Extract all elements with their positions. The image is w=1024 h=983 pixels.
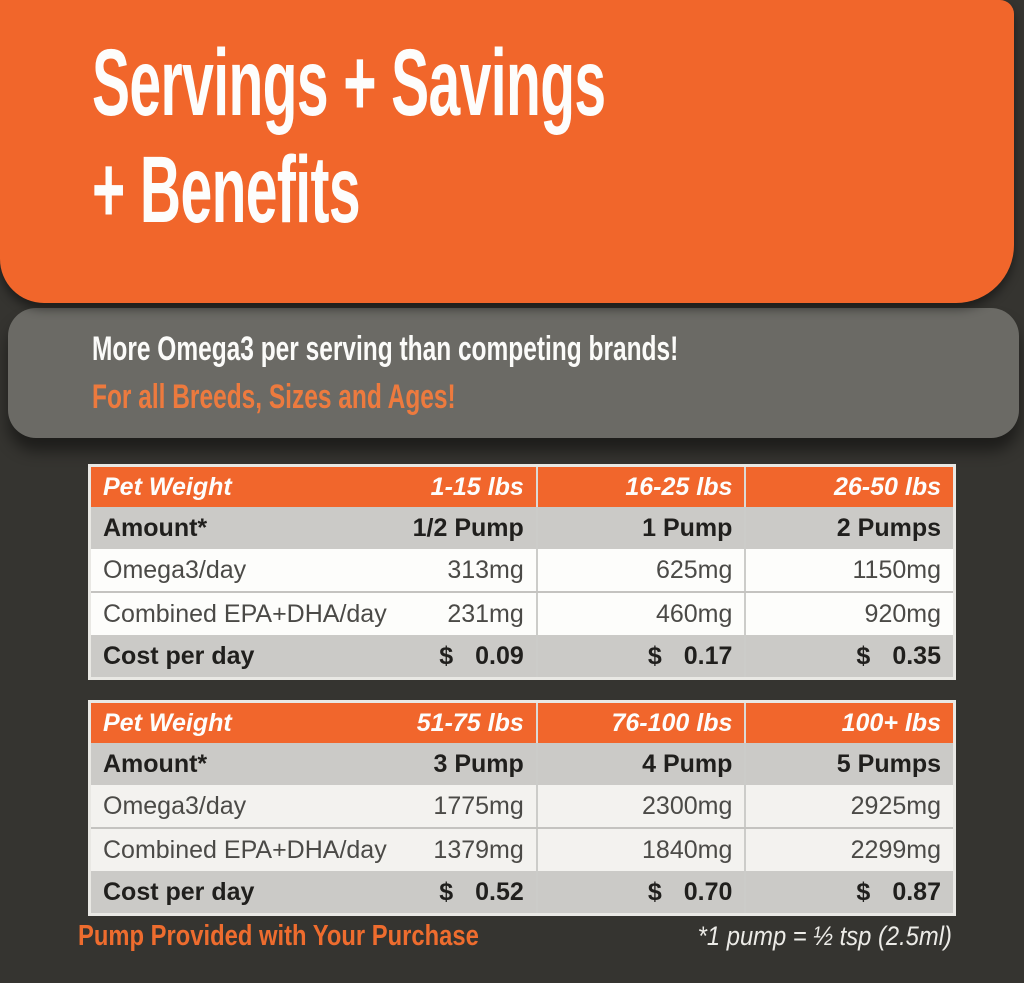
cell-value: $0.87	[744, 871, 953, 913]
cell-group: Combined EPA+DHA/day 231mg	[91, 593, 536, 635]
claim-omega3: More Omega3 per serving than competing b…	[92, 330, 679, 368]
header-col-3: 26-50 lbs	[744, 467, 953, 507]
row-label: Combined EPA+DHA/day	[103, 835, 387, 864]
currency-symbol: $	[439, 641, 454, 670]
cell-value: 1/2 Pump	[412, 513, 524, 542]
cell-value: 4 Pump	[535, 743, 745, 785]
cell-value: 2299mg	[744, 829, 953, 871]
currency-symbol: $	[856, 877, 871, 906]
header-cell-weight: Pet Weight 51-75 lbs	[91, 703, 536, 743]
claims-banner: More Omega3 per serving than competing b…	[8, 308, 1019, 438]
cell-value: 2300mg	[535, 785, 745, 827]
table-header-row: Pet Weight 51-75 lbs 76-100 lbs 100+ lbs	[91, 703, 953, 743]
cell-group: Cost per day $0.09	[91, 635, 536, 677]
cell-group: Cost per day $0.52	[91, 871, 536, 913]
cell-group: Combined EPA+DHA/day 1379mg	[91, 829, 536, 871]
currency-symbol: $	[856, 641, 871, 670]
row-label: Cost per day	[103, 877, 255, 906]
header-cell-weight: Pet Weight 1-15 lbs	[91, 467, 536, 507]
cell-value: $0.70	[535, 871, 745, 913]
cell-value: $0.09	[439, 642, 524, 671]
header-col-2: 16-25 lbs	[535, 467, 745, 507]
cell-value: 2925mg	[744, 785, 953, 827]
row-label: Amount*	[103, 513, 208, 542]
row-label: Omega3/day	[103, 555, 247, 584]
currency-symbol: $	[647, 877, 662, 906]
pump-provided-note: Pump Provided with Your Purchase	[78, 920, 479, 952]
hero-title-line-1: Servings + Savings	[92, 30, 606, 136]
claim-breeds: For all Breeds, Sizes and Ages!	[92, 378, 456, 416]
cell-value: $0.35	[744, 635, 953, 677]
table-header-row: Pet Weight 1-15 lbs 16-25 lbs 26-50 lbs	[91, 467, 953, 507]
header-col-1: 1-15 lbs	[430, 472, 524, 501]
table-row-amount: Amount* 1/2 Pump 1 Pump 2 Pumps	[91, 507, 953, 549]
cost-value: 0.87	[892, 877, 941, 906]
cost-value: 0.35	[892, 641, 941, 670]
table-row-cost: Cost per day $0.52 $0.70 $0.87	[91, 871, 953, 913]
cell-group: Amount* 3 Pump	[91, 743, 536, 785]
cost-value: 0.09	[475, 641, 524, 670]
cost-value: 0.17	[683, 641, 733, 670]
cost-value: 0.70	[683, 877, 733, 906]
cell-value: 313mg	[447, 555, 524, 584]
cell-value: 3 Pump	[433, 749, 524, 778]
serving-table-large-pets: Pet Weight 51-75 lbs 76-100 lbs 100+ lbs…	[88, 700, 956, 916]
serving-table-small-pets: Pet Weight 1-15 lbs 16-25 lbs 26-50 lbs …	[88, 464, 956, 680]
cell-group: Omega3/day 1775mg	[91, 785, 536, 827]
header-col-1: 51-75 lbs	[416, 708, 524, 737]
hero-banner: Servings + Savings + Benefits	[0, 0, 1014, 303]
table-row-epa-dha: Combined EPA+DHA/day 1379mg 1840mg 2299m…	[91, 827, 953, 871]
header-col-2: 76-100 lbs	[535, 703, 745, 743]
table-row-cost: Cost per day $0.09 $0.17 $0.35	[91, 635, 953, 677]
cell-value: 1775mg	[433, 791, 524, 820]
cell-group: Amount* 1/2 Pump	[91, 507, 536, 549]
cell-value: 460mg	[535, 593, 745, 635]
header-col-3: 100+ lbs	[744, 703, 953, 743]
cell-value: $0.17	[535, 635, 745, 677]
cell-value: 1840mg	[535, 829, 745, 871]
cell-value: 1 Pump	[535, 507, 745, 549]
row-label: Cost per day	[103, 641, 255, 670]
table-row-amount: Amount* 3 Pump 4 Pump 5 Pumps	[91, 743, 953, 785]
cell-value: 920mg	[744, 593, 953, 635]
cell-group: Omega3/day 313mg	[91, 549, 536, 591]
table-row-omega3: Omega3/day 313mg 625mg 1150mg	[91, 549, 953, 591]
cost-value: 0.52	[475, 877, 524, 906]
cell-value: $0.52	[439, 878, 524, 907]
cell-value: 5 Pumps	[744, 743, 953, 785]
table-row-omega3: Omega3/day 1775mg 2300mg 2925mg	[91, 785, 953, 827]
hero-title: Servings + Savings + Benefits	[92, 30, 606, 244]
header-label: Pet Weight	[103, 472, 232, 501]
row-label: Combined EPA+DHA/day	[103, 599, 387, 628]
cell-value: 625mg	[535, 549, 745, 591]
cell-value: 231mg	[447, 599, 524, 628]
header-label: Pet Weight	[103, 708, 232, 737]
currency-symbol: $	[647, 641, 662, 670]
hero-title-line-2: + Benefits	[92, 137, 361, 243]
cell-value: 1150mg	[744, 549, 953, 591]
cell-value: 2 Pumps	[744, 507, 953, 549]
row-label: Omega3/day	[103, 791, 247, 820]
cell-value: 1379mg	[433, 835, 524, 864]
row-label: Amount*	[103, 749, 208, 778]
table-row-epa-dha: Combined EPA+DHA/day 231mg 460mg 920mg	[91, 591, 953, 635]
currency-symbol: $	[439, 877, 454, 906]
pump-size-footnote: *1 pump = ½ tsp (2.5ml)	[697, 921, 952, 951]
